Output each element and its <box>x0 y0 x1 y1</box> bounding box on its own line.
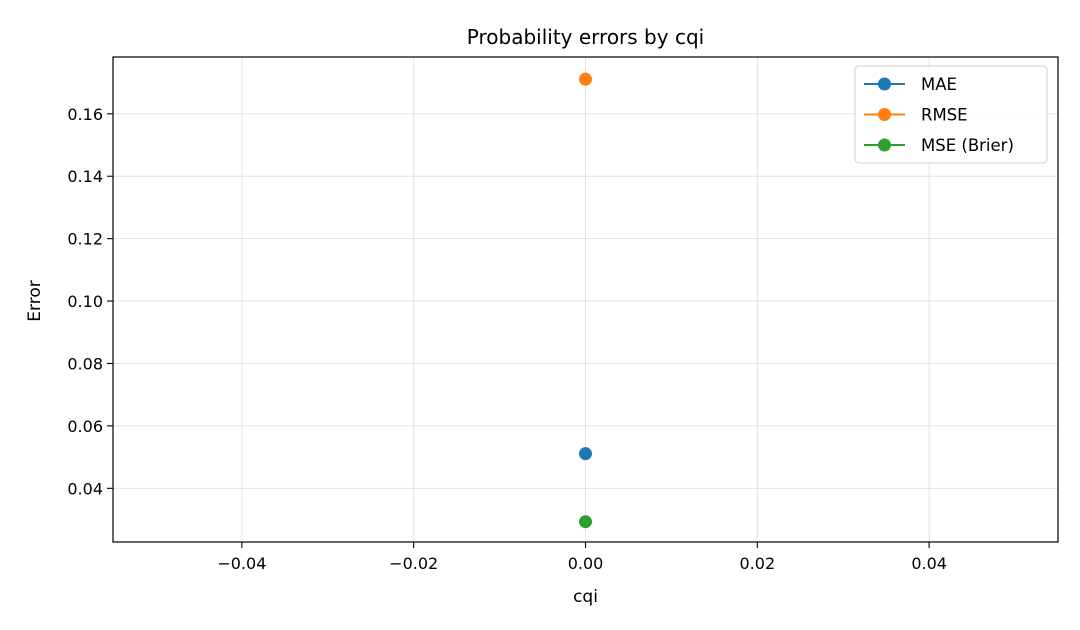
data-point <box>579 447 592 461</box>
x-tick-label: 0.00 <box>568 554 604 573</box>
y-tick-label: 0.04 <box>67 479 103 498</box>
series-mse-brier <box>579 515 592 529</box>
x-tick-label: −0.04 <box>217 554 266 573</box>
legend-label: MSE (Brier) <box>921 136 1014 155</box>
x-tick-label: −0.02 <box>389 554 438 573</box>
data-point <box>579 515 592 529</box>
data-point <box>579 72 592 86</box>
y-tick-label: 0.08 <box>67 354 103 373</box>
series-mae <box>579 447 592 461</box>
y-tick-label: 0.12 <box>67 230 103 249</box>
x-tick-label: 0.02 <box>740 554 776 573</box>
y-tick-label: 0.16 <box>67 105 103 124</box>
series-rmse <box>579 72 592 86</box>
legend-marker <box>878 138 891 152</box>
legend-marker <box>878 77 891 91</box>
legend-item: RMSE <box>864 106 968 125</box>
legend: MAE RMSE MSE (Brier) <box>854 65 1048 164</box>
legend-box <box>854 65 1048 164</box>
grid <box>113 57 1058 542</box>
legend-marker <box>878 108 891 121</box>
chart-title: Probability errors by cqi <box>467 25 704 49</box>
y-tick-label: 0.14 <box>67 167 103 186</box>
legend-item: MSE (Brier) <box>864 136 1014 155</box>
x-axis-label: cqi <box>573 587 598 607</box>
y-tick-label: 0.06 <box>67 417 103 436</box>
y-tick-label: 0.10 <box>67 292 103 311</box>
x-tick-label: 0.04 <box>911 554 947 573</box>
legend-label: MAE <box>921 75 957 94</box>
axis-ticks: −0.04 −0.02 0.00 0.02 0.04 0.04 0.06 0.08 0.10 0.… <box>67 105 947 573</box>
legend-item: MAE <box>864 75 957 94</box>
plot-data <box>579 72 592 529</box>
legend-label: RMSE <box>921 106 968 125</box>
y-axis-label: Error <box>25 280 45 321</box>
